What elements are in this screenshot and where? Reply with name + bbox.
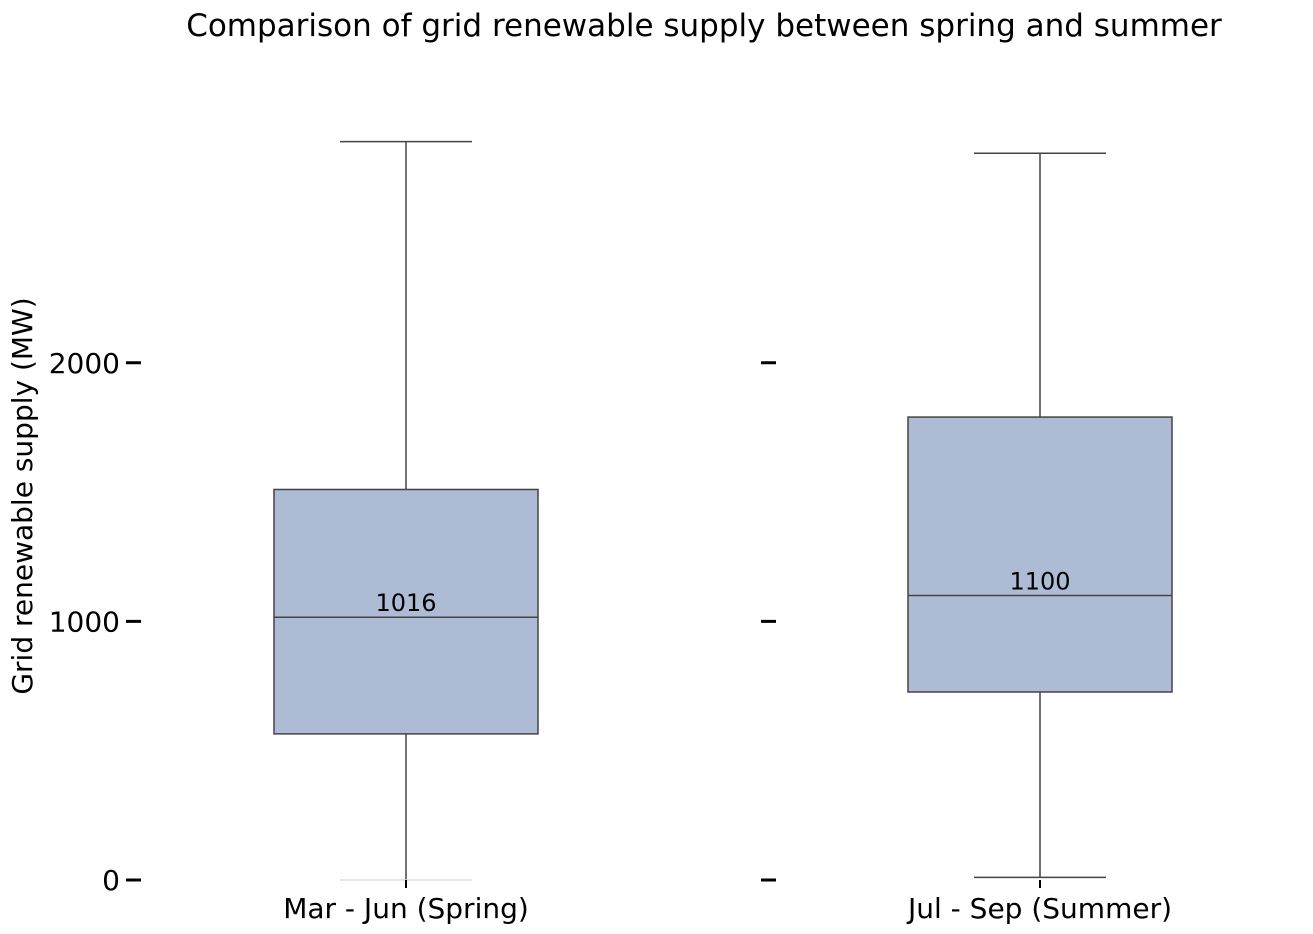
interquartile-box bbox=[273, 488, 539, 735]
median-label: 1100 bbox=[1009, 568, 1070, 596]
x-tick-label: Mar - Jun (Spring) bbox=[283, 892, 529, 925]
y-axis-label: Grid renewable supply (MW) bbox=[6, 297, 39, 694]
chart-title: Comparison of grid renewable supply betw… bbox=[186, 8, 1222, 44]
y-axis: 0 1000 2000 bbox=[49, 347, 776, 897]
x-tick-label: Jul - Sep (Summer) bbox=[906, 892, 1172, 925]
interquartile-box bbox=[907, 416, 1173, 693]
x-axis: Mar - Jun (Spring) Jul - Sep (Summer) bbox=[283, 880, 1172, 925]
median-label: 1016 bbox=[375, 589, 436, 617]
box-group: 1100 bbox=[907, 152, 1173, 879]
y-tick-label: 2000 bbox=[49, 347, 120, 380]
box-group: 1016 bbox=[273, 140, 539, 881]
plot-area: 1016 1100 bbox=[273, 140, 1173, 881]
y-tick-label: 0 bbox=[102, 864, 120, 897]
y-tick-label: 1000 bbox=[49, 605, 120, 638]
